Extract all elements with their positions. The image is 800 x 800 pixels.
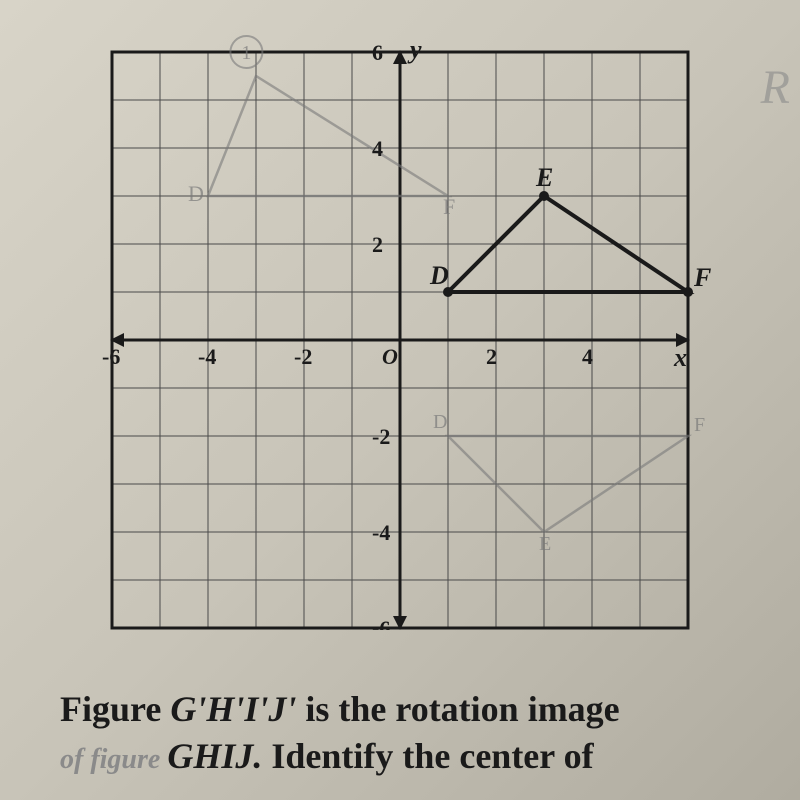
paper-background: D F 1 D E F D E F -6 -4 -2 O 2 4 -6 -4 -2 2 4 6 x y R Figur… xyxy=(0,0,800,800)
svg-text:6: 6 xyxy=(372,40,383,65)
svg-text:-4: -4 xyxy=(372,520,390,545)
figure-name-prime: G'H'I'J' xyxy=(170,689,296,729)
text-post: is the rotation image xyxy=(296,689,619,729)
svg-text:-6: -6 xyxy=(372,616,390,630)
question-text: Figure G'H'I'J' is the rotation image of… xyxy=(60,686,780,780)
svg-text:D: D xyxy=(433,411,447,433)
svg-text:-4: -4 xyxy=(198,344,216,369)
coordinate-grid: D F 1 D E F D E F -6 -4 -2 O 2 4 -6 -4 -2 2 4 6 x y xyxy=(60,30,740,630)
svg-text:-2: -2 xyxy=(372,424,390,449)
svg-text:-2: -2 xyxy=(294,344,312,369)
svg-text:y: y xyxy=(407,35,422,64)
svg-text:1: 1 xyxy=(241,42,251,64)
svg-text:F: F xyxy=(693,263,711,292)
svg-text:-6: -6 xyxy=(102,344,120,369)
svg-text:4: 4 xyxy=(582,344,593,369)
svg-text:E: E xyxy=(539,533,551,555)
svg-text:2: 2 xyxy=(486,344,497,369)
svg-text:F: F xyxy=(694,414,705,436)
text-pre2: of figure xyxy=(60,744,167,775)
text-pre: Figure xyxy=(60,689,170,729)
text-post2: Identify the center of xyxy=(262,736,593,776)
svg-text:O: O xyxy=(382,344,398,369)
handwritten-r: R xyxy=(761,60,790,115)
svg-text:x: x xyxy=(673,343,687,372)
svg-text:D: D xyxy=(188,181,204,206)
svg-text:F: F xyxy=(443,194,455,219)
figure-name: GHIJ. xyxy=(167,736,262,776)
svg-text:E: E xyxy=(535,163,553,192)
svg-text:2: 2 xyxy=(372,232,383,257)
grid-svg: D F 1 D E F D E F -6 -4 -2 O 2 4 -6 -4 -2 2 4 6 x y xyxy=(60,30,740,630)
svg-text:4: 4 xyxy=(372,136,383,161)
svg-text:D: D xyxy=(429,261,449,290)
